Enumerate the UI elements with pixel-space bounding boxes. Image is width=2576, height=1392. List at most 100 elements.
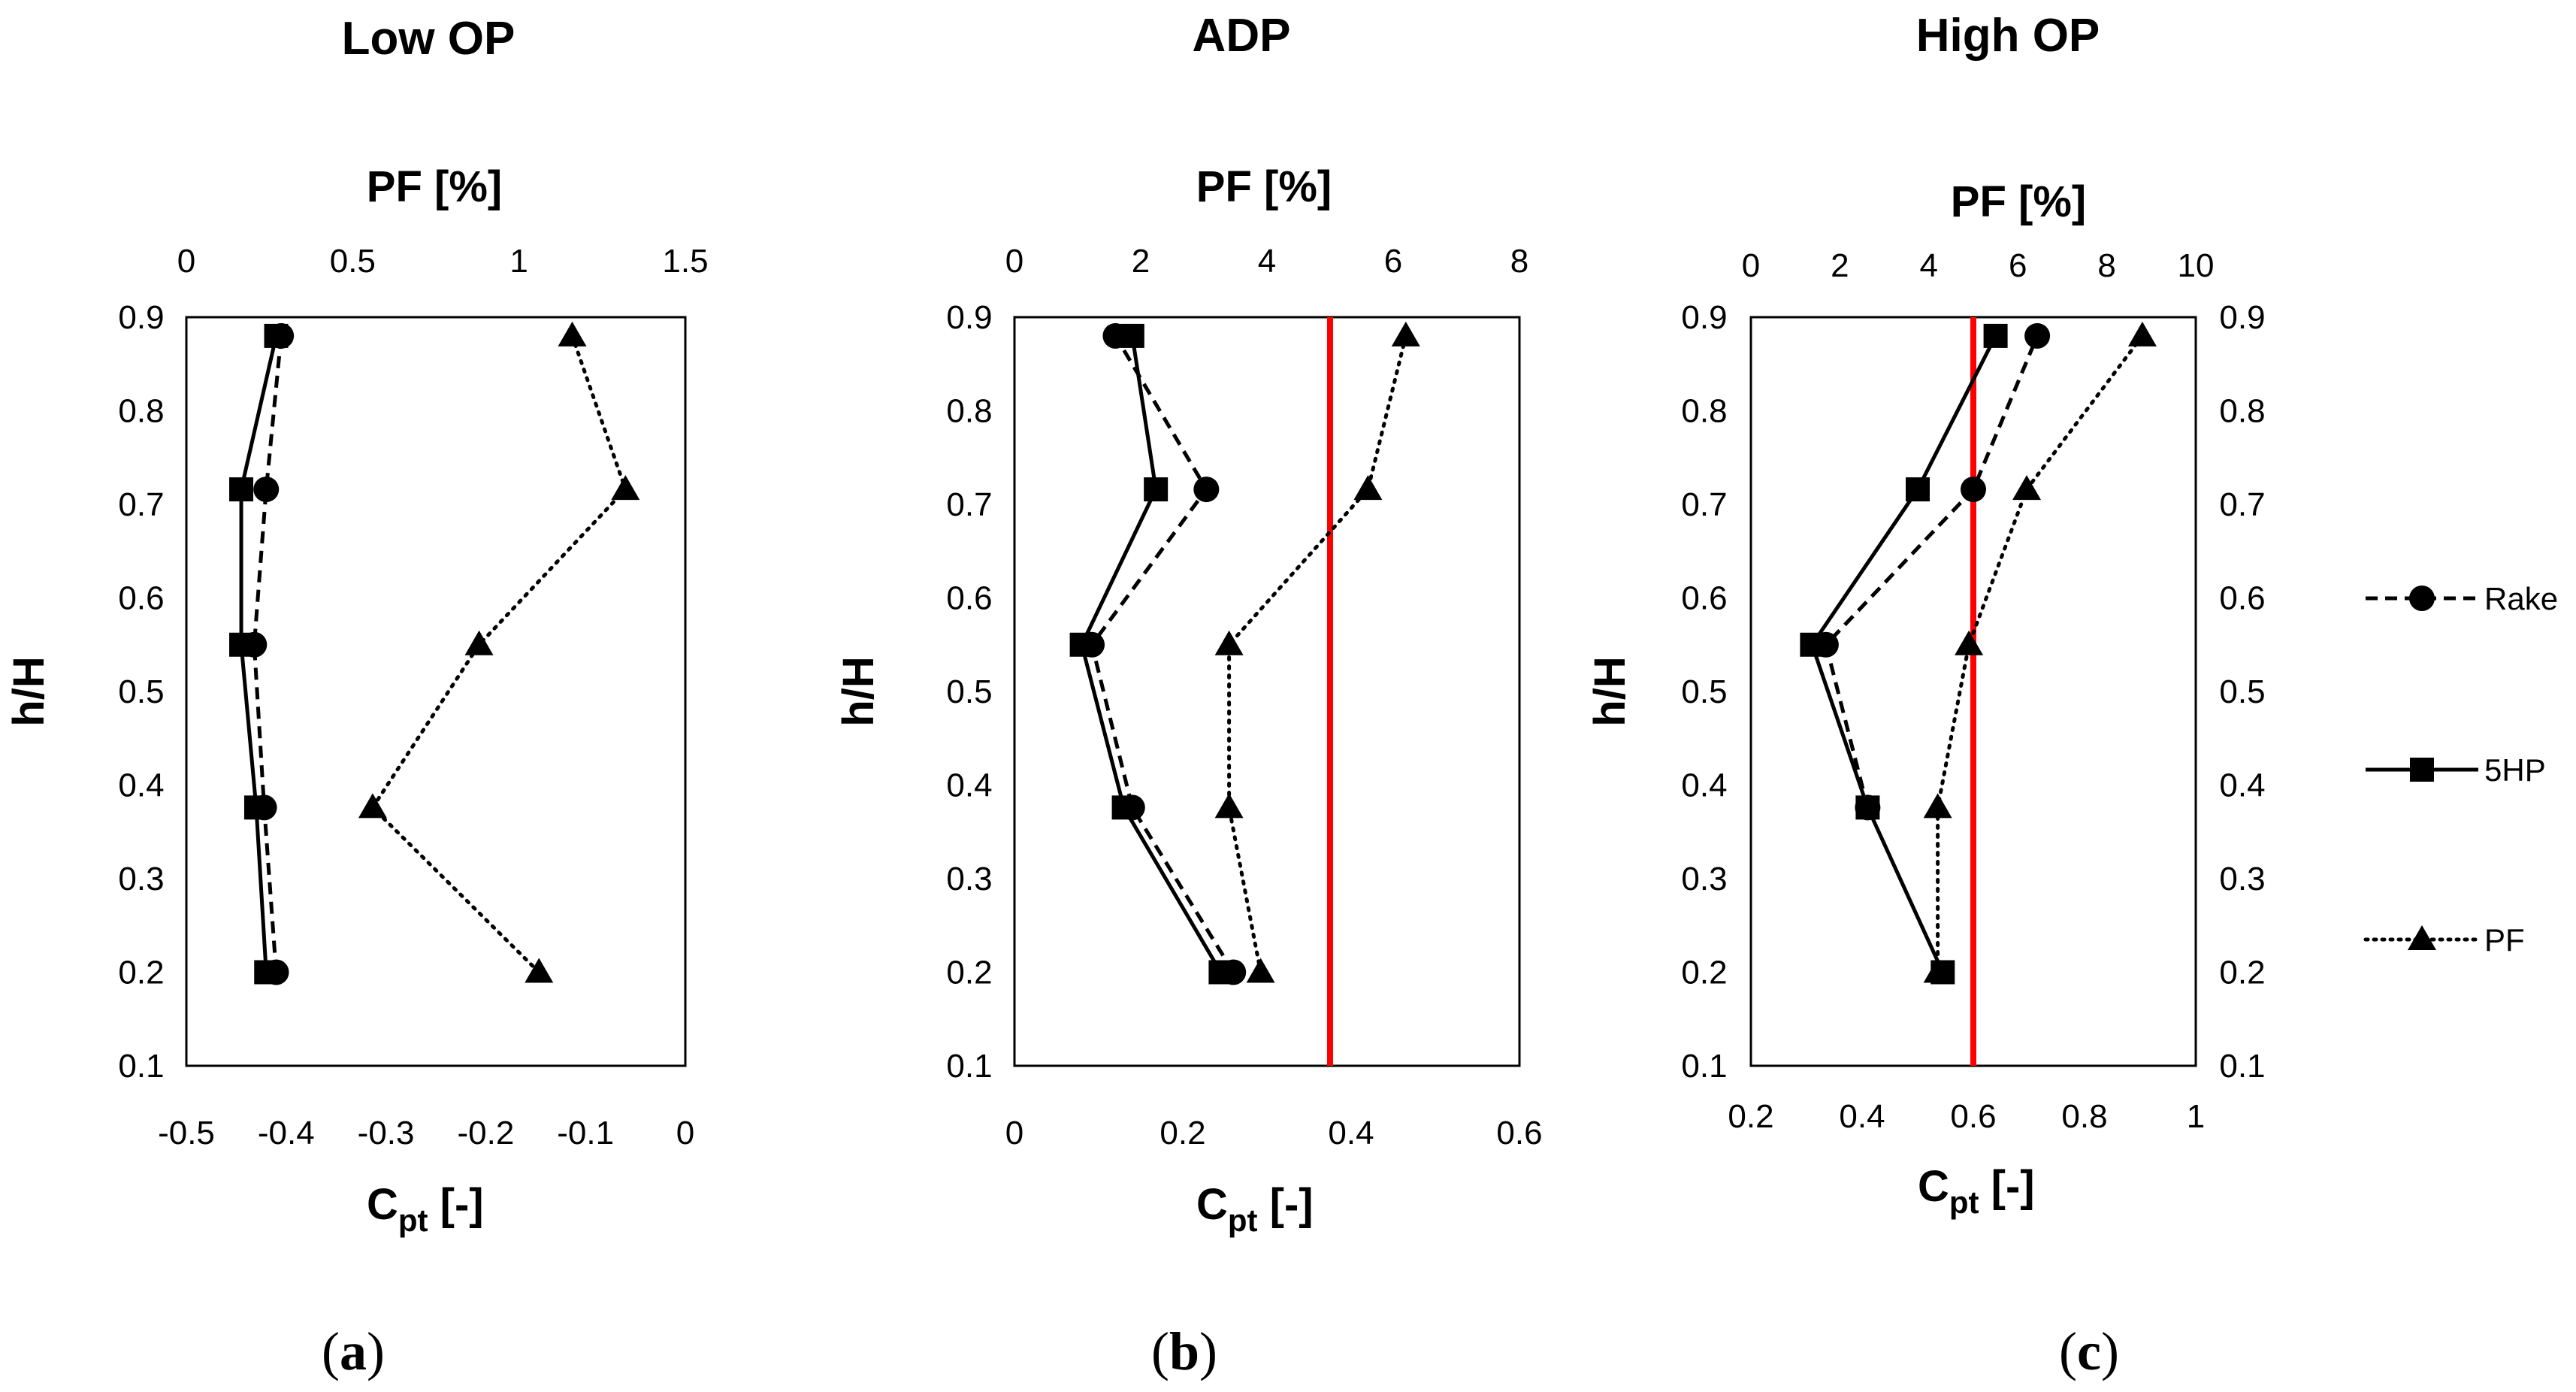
panel-b-ytick-label: 0.9 (946, 299, 992, 336)
panel-c-x-title-unit: [-] (1979, 1162, 2035, 1211)
panel-b-pf-point (1214, 630, 1244, 655)
panel-a-ytick-label: 0.6 (118, 580, 164, 617)
panel-c-x-title-main: C (1918, 1162, 1949, 1211)
panel-a-x2tick-label: 1 (509, 243, 528, 280)
panel-b-pf-point (1246, 958, 1275, 983)
panel-b-x2-title: PF [%] (1196, 162, 1332, 211)
panel-c-caption: (c) (2059, 1321, 2119, 1381)
panel-b-xtick-label: 0.4 (1328, 1115, 1374, 1151)
panel-a-plot: 0.1 0.2 0.3 0.4 0.5 0.6 0.7 0.8 0.9 -0.5 -0.4 -0.3 -… (118, 243, 708, 1151)
panel-c-ytick-right-label: 0.1 (2219, 1048, 2265, 1085)
panel-b-x2tick-label: 2 (1132, 243, 1150, 280)
legend-rake-label: Rake (2484, 581, 2558, 616)
panel-c-x2tick-label: 10 (2178, 247, 2215, 284)
panel-b-5hp-point (1208, 960, 1233, 985)
panel-b-pf-point (1214, 793, 1244, 819)
panel-c-5hp-point (1906, 477, 1930, 502)
panel-a-x-title-sub: pt (398, 1203, 428, 1238)
legend-item-pf: PF (2363, 922, 2525, 958)
panel-c-ytick-label: 0.7 (1681, 486, 1727, 523)
panel-b-pf-point (1391, 321, 1420, 346)
panel-b-title: ADP (1193, 10, 1291, 62)
panel-c-pf-point (1955, 630, 1984, 655)
panel-a-x-title: Cpt [-] (367, 1180, 484, 1238)
panel-c-ytick-label: 0.5 (1681, 673, 1727, 710)
panel-a-ytick-label: 0.8 (118, 393, 164, 430)
panel-a-xtick-label: 0 (676, 1115, 694, 1151)
panel-a-x2tick-label: 0.5 (330, 243, 376, 280)
panel-a-5hp-point (243, 795, 268, 820)
panel-a-caption: (a) (322, 1321, 385, 1381)
panel-a-xtick-label: -0.1 (557, 1115, 614, 1151)
panel-a-5hp-point (229, 632, 254, 657)
legend-5hp-marker (2410, 758, 2434, 782)
legend-item-rake: Rake (2366, 581, 2558, 616)
panel-b-xtick-label: 0 (1005, 1115, 1023, 1151)
panel-c-ytick-label: 0.4 (1681, 767, 1727, 804)
panel-c-ytick-label: 0.6 (1681, 580, 1727, 617)
panel-a-ytick-label: 0.9 (118, 299, 164, 336)
panel-b-x2tick-label: 8 (1510, 243, 1528, 280)
panel-b-pf-point (1353, 475, 1383, 501)
panel-a-x2-title: PF [%] (367, 162, 502, 211)
panel-b-5hp-series-line (1079, 335, 1223, 973)
panel-c-ytick-right-label: 0.3 (2219, 861, 2265, 897)
panel-c-xtick-label: 0.4 (1839, 1098, 1885, 1135)
panel-a-ytick-label: 0.3 (118, 861, 164, 897)
panel-b-ytick-label: 0.5 (946, 673, 992, 710)
panel-b-plot: 0.1 0.2 0.3 0.4 0.5 0.6 0.7 0.8 0.9 0 0.2 0.4 0.6 0 2 4… (946, 243, 1542, 1151)
panel-b-xtick-label: 0.6 (1496, 1115, 1542, 1151)
panel-b-x2tick-label: 0 (1005, 243, 1023, 280)
panel-b-y-title: h/H (834, 656, 883, 726)
panel-a-x2tick-label: 0 (177, 243, 195, 280)
legend-pf-marker (2408, 925, 2436, 950)
panel-c-ytick-label: 0.1 (1681, 1048, 1727, 1085)
panel-a-x-title-main: C (367, 1180, 398, 1229)
panel-a-pf-point (611, 475, 640, 501)
panel-a-xtick-label: -0.2 (457, 1115, 514, 1151)
panel-a-pf-point (464, 630, 494, 655)
panel-b-ytick-label: 0.7 (946, 486, 992, 523)
panel-c-x-title-sub: pt (1949, 1185, 1979, 1220)
panel-a-ytick-label: 0.5 (118, 673, 164, 710)
panel-c-x2tick-label: 4 (1920, 247, 1938, 284)
panel-a-ytick-label: 0.2 (118, 955, 164, 991)
panel-c-pf-series-line (1936, 334, 2145, 974)
panel-c-ytick-label: 0.2 (1681, 955, 1727, 991)
panel-c-5hp-point (1983, 323, 2008, 348)
legend-pf-label: PF (2484, 922, 2525, 958)
panel-b-x2tick-label: 6 (1384, 243, 1402, 280)
panel-a-5hp-point (229, 477, 254, 502)
panel-c-title: High OP (1916, 10, 2100, 62)
panel-c-y-title: h/H (1586, 656, 1634, 726)
legend-item-5hp: 5HP (2366, 752, 2546, 788)
panel-c-xtick-label: 1 (2187, 1098, 2205, 1135)
panel-b-x-title-unit: [-] (1258, 1180, 1314, 1229)
panel-c-pf-point (2127, 321, 2157, 346)
panel-b-x-title-sub: pt (1228, 1203, 1258, 1238)
panel-c-x2-title: PF [%] (1951, 177, 2086, 226)
panel-c-rake-point (2024, 322, 2051, 349)
panel-c-ytick-label: 0.8 (1681, 393, 1727, 430)
panel-c-xtick-label: 0.2 (1728, 1098, 1773, 1135)
panel-a-title: Low OP (342, 13, 516, 65)
panel-b-5hp-point (1069, 632, 1094, 657)
panel-a-frame (185, 316, 687, 1067)
panel-c-ytick-right-label: 0.9 (2219, 299, 2265, 336)
panel-c-plot: 0.1 0.10.2 0.20.3 0.30.4 0.40.5 0.50.6 0.60.7 0… (1681, 247, 2265, 1135)
panel-a-5hp-point (264, 323, 289, 348)
panel-b-5hp-point (1111, 795, 1136, 820)
panel-c-pf-point (2012, 475, 2042, 501)
panel-c-5hp-point (1855, 795, 1880, 820)
panel-a-ytick-label: 0.7 (118, 486, 164, 523)
panel-a-x2tick-label: 1.5 (662, 243, 708, 280)
panel-b-5hp-point (1120, 323, 1144, 348)
panel-c-ytick-right-label: 0.2 (2219, 955, 2265, 991)
panel-b-x2tick-label: 4 (1258, 243, 1276, 280)
panel-b-5hp-point (1144, 477, 1169, 502)
panel-c-ytick-right-label: 0.5 (2219, 673, 2265, 710)
panel-b-ytick-label: 0.8 (946, 393, 992, 430)
panel-c-ytick-right-label: 0.8 (2219, 393, 2265, 430)
panel-c-pf-point (1923, 958, 1952, 983)
panel-a-rake-series-line (252, 335, 283, 973)
